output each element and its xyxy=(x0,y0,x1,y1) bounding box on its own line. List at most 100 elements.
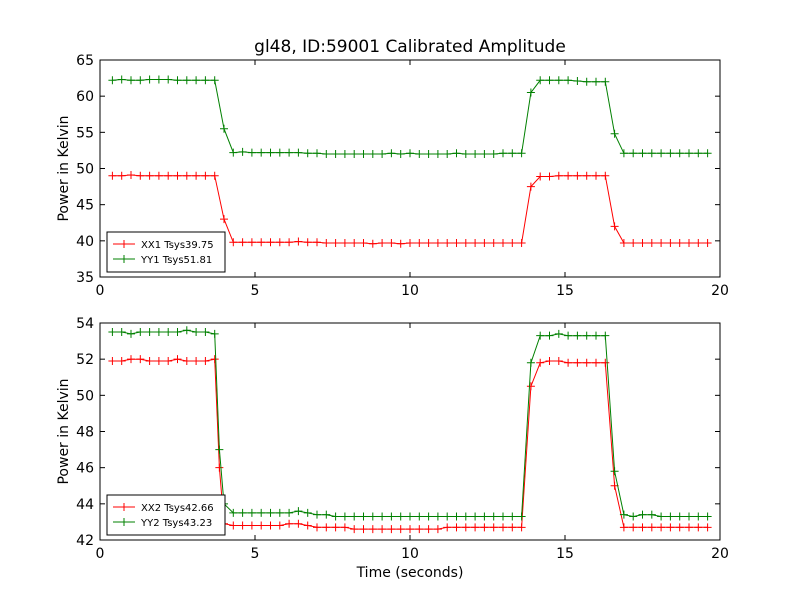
data-point xyxy=(619,523,628,532)
data-point xyxy=(517,512,526,521)
data-point xyxy=(666,149,675,158)
data-point xyxy=(424,239,433,248)
data-point xyxy=(136,355,145,364)
data-point xyxy=(499,149,507,158)
y-axis-label: Power in Kelvin xyxy=(56,115,72,221)
data-point xyxy=(629,523,638,532)
top-plot: 0 5 10 15 20 35 40 45 50 55 60 65 Power in Kelvin XX1… xyxy=(56,53,729,299)
data-point xyxy=(173,171,182,180)
data-point xyxy=(424,150,433,159)
y-tick-label: 44 xyxy=(76,497,94,513)
data-point xyxy=(452,149,461,158)
data-point xyxy=(387,149,396,158)
data-point xyxy=(675,523,684,532)
data-point xyxy=(229,148,238,157)
data-point xyxy=(526,182,535,191)
data-point xyxy=(619,149,628,158)
data-point xyxy=(154,75,163,84)
data-point xyxy=(313,510,321,519)
data-point xyxy=(582,171,591,180)
data-point xyxy=(592,77,600,86)
data-point xyxy=(340,512,349,521)
data-point xyxy=(313,523,321,532)
data-point xyxy=(154,171,163,180)
data-point xyxy=(275,148,284,157)
data-point xyxy=(108,76,117,85)
y-tick-label: 40 xyxy=(76,234,94,250)
data-point xyxy=(173,328,182,337)
legend-label: XX1 Tsys39.75 xyxy=(141,240,214,251)
data-point xyxy=(657,512,666,521)
y-tick-label: 35 xyxy=(76,270,94,286)
data-point xyxy=(322,510,331,519)
data-point xyxy=(350,239,359,248)
data-point xyxy=(694,149,703,158)
data-point xyxy=(526,358,535,367)
data-point xyxy=(266,238,275,247)
chart-title: gl48, ID:59001 Calibrated Amplitude xyxy=(254,37,566,57)
data-point xyxy=(285,238,294,247)
data-point xyxy=(247,238,256,247)
data-point xyxy=(517,523,526,532)
data-point xyxy=(452,239,461,248)
data-point xyxy=(657,149,666,158)
data-point xyxy=(508,512,517,521)
data-point xyxy=(675,239,684,248)
data-point xyxy=(322,239,331,248)
data-point xyxy=(638,523,647,532)
data-point xyxy=(303,508,312,517)
x-tick-label: 5 xyxy=(251,546,260,562)
data-point xyxy=(387,512,396,521)
data-point xyxy=(461,512,470,521)
x-tick-label: 20 xyxy=(711,283,729,299)
data-point xyxy=(433,512,442,521)
data-point xyxy=(229,508,238,517)
data-point xyxy=(406,149,414,158)
data-point xyxy=(592,331,600,340)
data-point xyxy=(480,512,489,521)
data-point xyxy=(387,239,396,248)
data-point xyxy=(238,508,247,517)
data-point xyxy=(601,77,610,86)
legend-box xyxy=(106,231,226,273)
data-point xyxy=(703,149,712,158)
data-point xyxy=(629,512,638,521)
data-point xyxy=(127,329,135,338)
data-point xyxy=(685,512,693,521)
y-tick-label: 60 xyxy=(76,89,94,105)
data-point xyxy=(192,76,201,85)
data-point xyxy=(331,150,340,159)
data-point xyxy=(378,150,387,159)
data-point xyxy=(192,171,201,180)
data-point xyxy=(340,239,349,248)
data-point xyxy=(266,148,275,157)
data-point xyxy=(592,358,600,367)
data-point xyxy=(285,508,294,517)
data-point xyxy=(573,76,582,85)
data-point xyxy=(406,239,414,248)
data-point xyxy=(517,149,526,158)
data-point xyxy=(415,512,424,521)
data-point xyxy=(303,149,312,158)
data-point xyxy=(694,523,703,532)
data-point xyxy=(368,239,377,248)
data-point xyxy=(322,150,331,159)
data-point xyxy=(257,148,266,157)
data-point xyxy=(387,525,396,534)
data-point xyxy=(489,512,498,521)
x-tick-label: 5 xyxy=(251,283,260,299)
data-point xyxy=(238,238,247,247)
data-point xyxy=(275,508,284,517)
y-tick-label: 42 xyxy=(76,533,94,549)
legend-marker xyxy=(120,240,128,248)
data-point xyxy=(545,331,554,340)
data-point xyxy=(192,328,201,337)
data-point xyxy=(340,150,349,159)
data-point xyxy=(517,239,526,248)
data-point xyxy=(359,525,368,534)
data-point xyxy=(145,171,154,180)
data-point xyxy=(303,238,312,247)
x-axis-label: Time (seconds) xyxy=(356,565,464,581)
data-point xyxy=(424,512,433,521)
data-point xyxy=(396,512,405,521)
